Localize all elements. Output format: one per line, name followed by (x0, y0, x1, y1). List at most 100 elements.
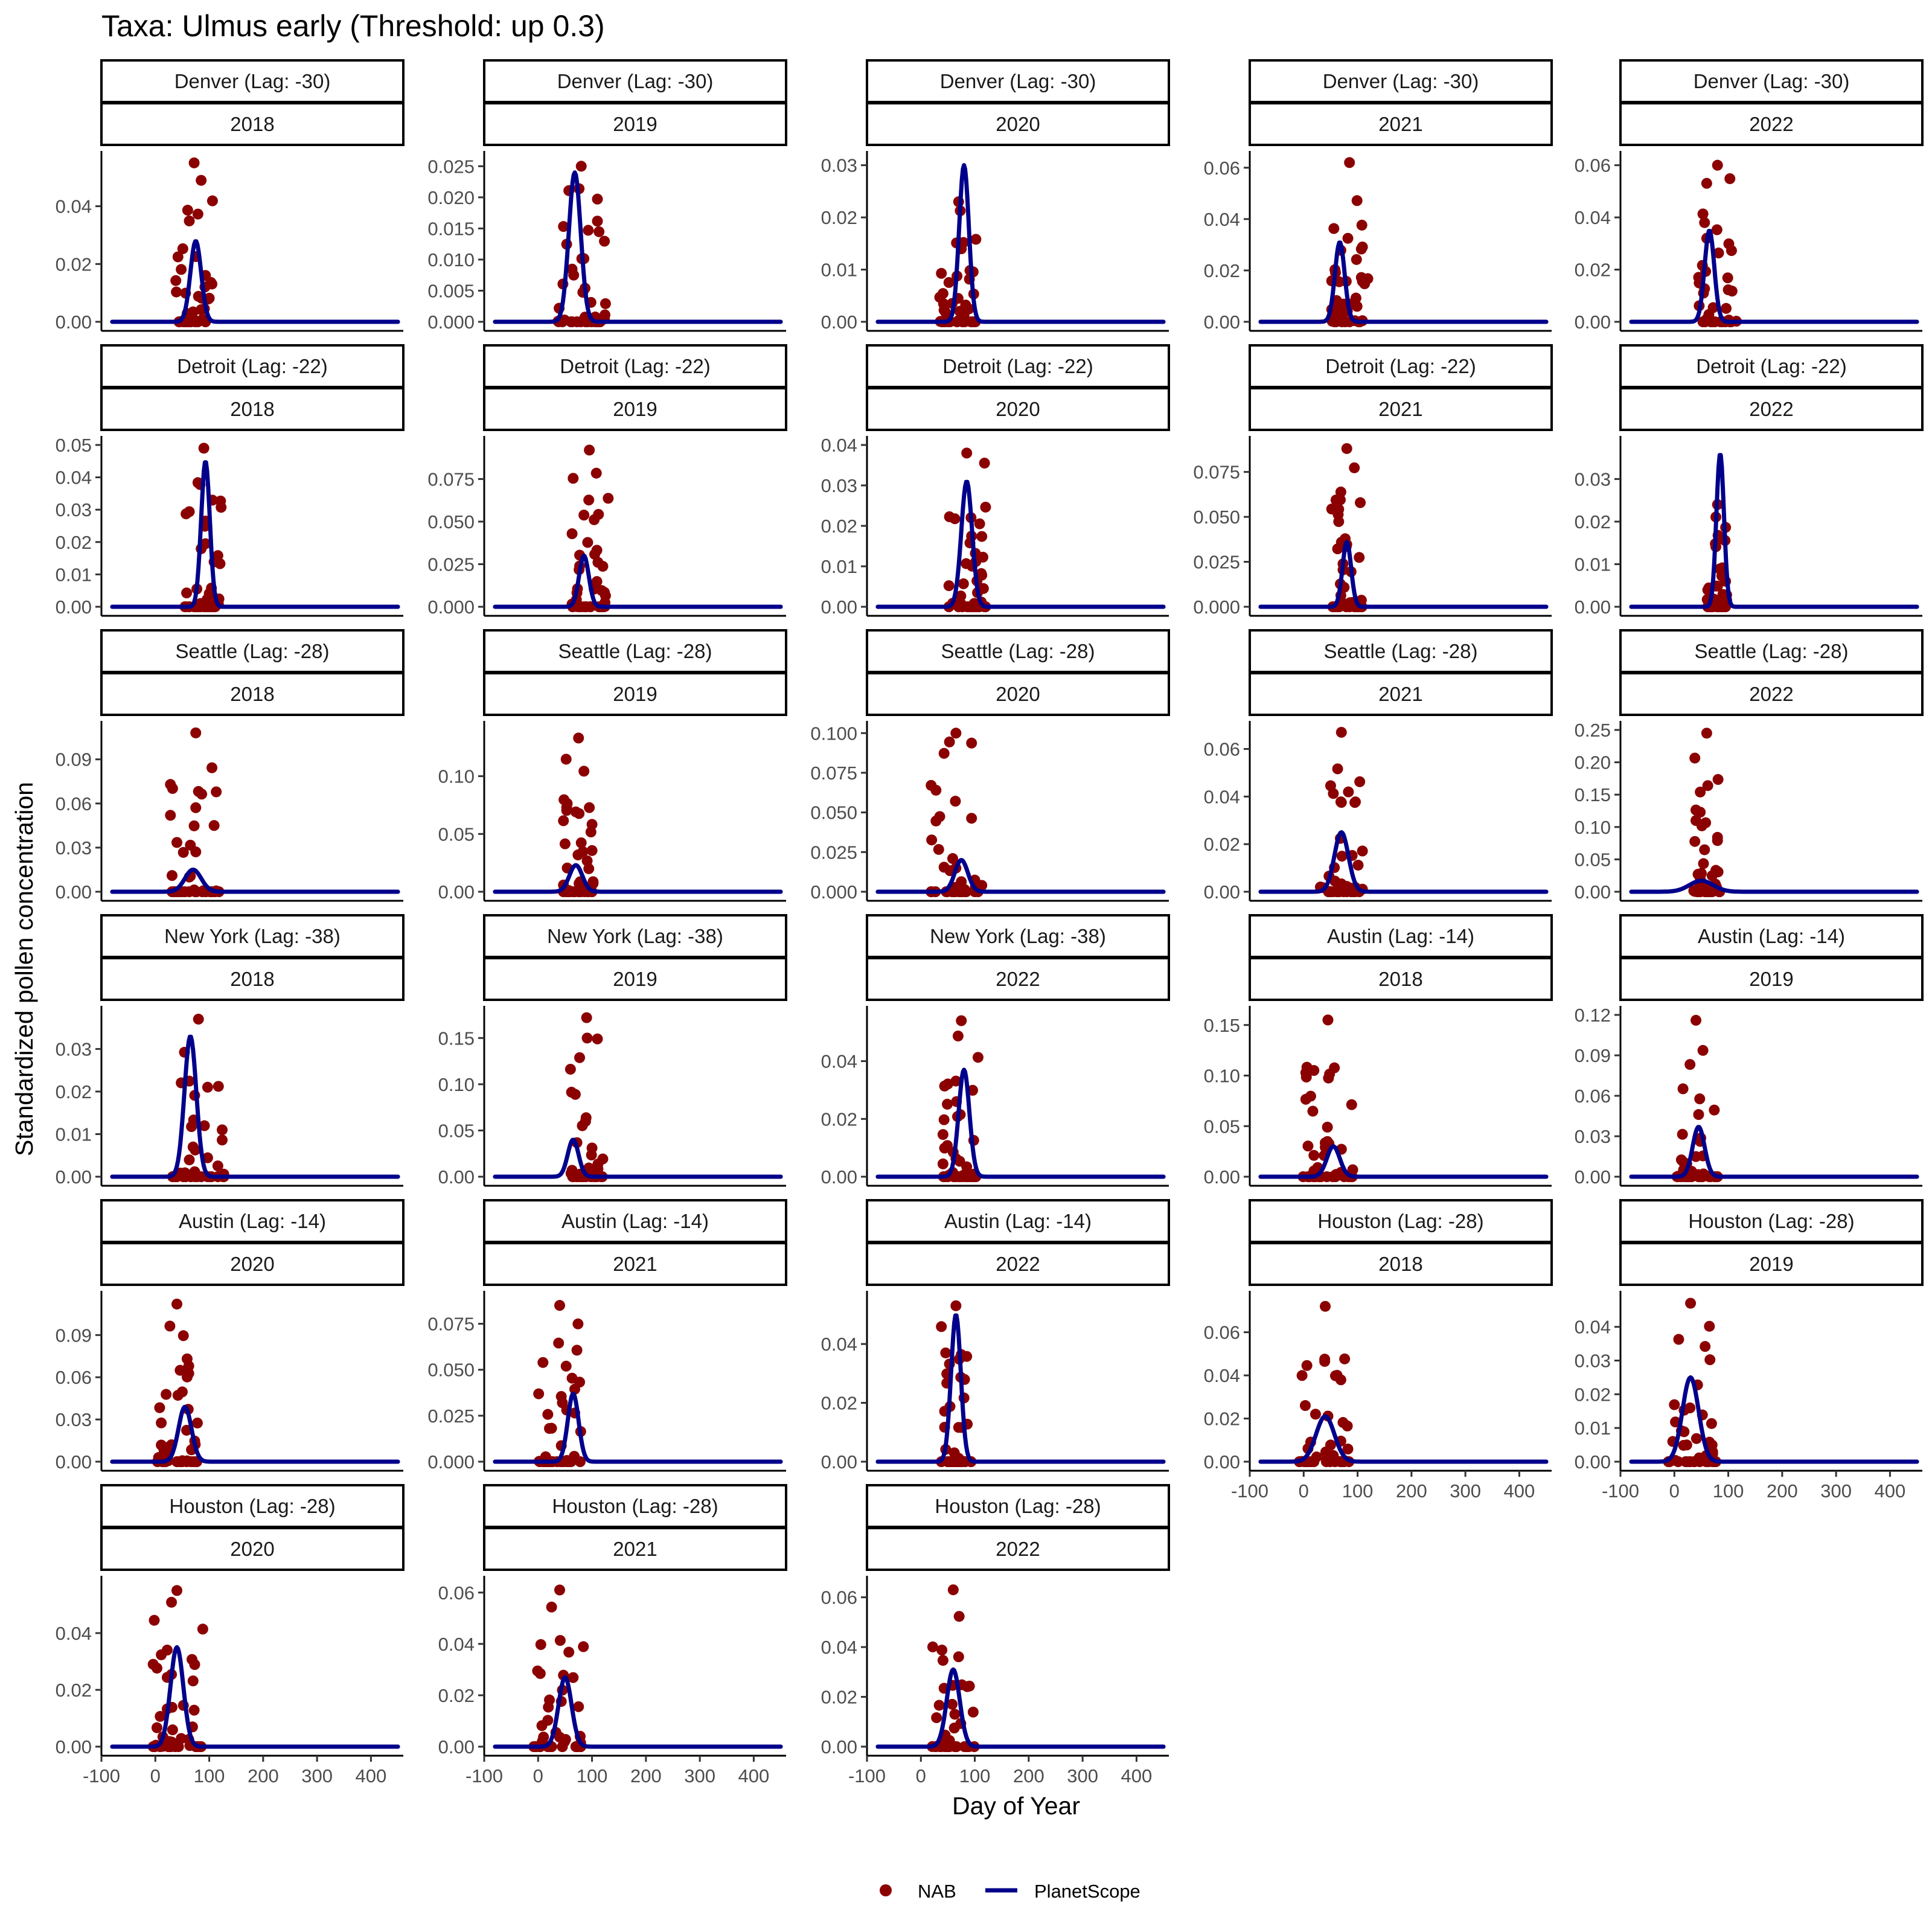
y-tick-label: 0.050 (427, 511, 475, 533)
facet-year-label: 2019 (613, 398, 657, 420)
nab-point (1343, 786, 1354, 798)
y-tick-label: 0.02 (1204, 834, 1240, 855)
facet-year-label: 2022 (1749, 113, 1793, 135)
nab-point (958, 578, 969, 589)
x-tick-label: 300 (1067, 1765, 1098, 1786)
y-tick-label: 0.06 (1575, 1086, 1611, 1107)
nab-point (584, 444, 595, 456)
nab-point (208, 820, 220, 831)
planetscope-line (110, 460, 400, 609)
nab-point (573, 732, 584, 744)
facet-strip-year (100, 102, 405, 146)
facet-panel: Detroit (Lag: -22) 2021 0.000 0.025 0.050 0.0… (1193, 344, 1553, 618)
nab-point (587, 876, 599, 888)
y-tick-label: 0.15 (438, 1028, 475, 1049)
y-tick-label: 0.04 (821, 1334, 857, 1355)
nab-point (599, 235, 610, 247)
x-tick-label: 400 (1504, 1480, 1535, 1502)
nab-point (590, 467, 602, 479)
facet-year-label: 2020 (996, 683, 1040, 705)
y-tick-label: 0.02 (821, 1393, 857, 1414)
facet-strip-year (1619, 672, 1924, 716)
legend: NAB PlanetScope (880, 1881, 1140, 1902)
nab-point (1689, 836, 1701, 847)
nab-point (196, 1171, 207, 1182)
nab-point (1706, 870, 1718, 881)
nab-point (154, 1402, 165, 1413)
facet-site-label: Seattle (Lag: -28) (558, 640, 712, 662)
nab-point (176, 1455, 188, 1467)
y-tick-label: 0.075 (427, 1314, 475, 1335)
nab-point (1357, 275, 1368, 287)
x-tick-label: -100 (83, 1765, 120, 1786)
facet-panel: Detroit (Lag: -22) 2018 0.00 0.01 0.02 0.03 0.… (56, 344, 405, 618)
y-tick-label: 0.06 (1204, 739, 1240, 760)
y-tick-label: 0.04 (56, 196, 92, 217)
nab-point (1722, 284, 1734, 295)
nab-point (953, 1611, 965, 1622)
nab-point (534, 1668, 546, 1679)
facet-panel: Denver (Lag: -30) 2018 0.00 0.02 0.04 (56, 59, 405, 333)
y-tick-label: 0.20 (1575, 752, 1611, 773)
facet-site-label: Denver (Lag: -30) (1323, 70, 1479, 92)
nab-point (959, 886, 971, 897)
nab-point (164, 1320, 176, 1332)
nab-point (581, 1032, 593, 1044)
nab-point (937, 288, 948, 299)
nab-point (563, 1456, 575, 1467)
y-tick-label: 0.00 (821, 1736, 857, 1758)
nab-point (178, 1330, 189, 1342)
nab-point (202, 1152, 213, 1163)
nab-point (568, 473, 579, 484)
nab-point (591, 545, 603, 556)
planetscope-line (1629, 1125, 1919, 1179)
chart-title: Taxa: Ulmus early (Threshold: up 0.3) (101, 9, 605, 43)
nab-point (956, 1015, 967, 1026)
planetscope-line (1258, 1414, 1549, 1464)
y-tick-label: 0.06 (56, 793, 92, 814)
nab-point (958, 237, 969, 248)
nab-point (181, 1353, 193, 1364)
nab-point (1352, 859, 1364, 871)
nab-point (188, 820, 200, 831)
nab-point (193, 1014, 204, 1025)
nab-point (156, 1649, 167, 1660)
facet-strip-site (1249, 629, 1553, 673)
nab-point (961, 1171, 972, 1182)
facet-panel: New York (Lag: -38) 2018 0.00 0.01 0.02 0.03 (56, 914, 405, 1188)
nab-point (1351, 195, 1363, 206)
nab-point (167, 782, 178, 794)
facet-strip-site (1249, 1199, 1553, 1243)
nab-point (190, 727, 202, 738)
nab-point (563, 1646, 575, 1658)
nab-point (1355, 243, 1367, 255)
planetscope-line (493, 1137, 783, 1179)
nab-point (147, 1659, 159, 1670)
y-tick-label: 0.00 (1204, 881, 1240, 903)
facet-year-label: 2018 (230, 968, 274, 990)
nab-point (980, 501, 991, 513)
y-tick-label: 0.03 (56, 1038, 92, 1060)
facet-panel: Austin (Lag: -14) 2020 0.00 0.03 0.06 0.09 (56, 1199, 405, 1473)
y-tick-label: 0.00 (1575, 312, 1611, 333)
facet-year-label: 2018 (230, 398, 274, 420)
planetscope-line (110, 1404, 400, 1464)
nab-point (1310, 1409, 1321, 1420)
facet-strip-site (866, 1199, 1170, 1243)
facet-strip-site (1619, 344, 1924, 388)
nab-point (947, 1698, 958, 1710)
facet-site-label: New York (Lag: -38) (547, 925, 723, 947)
y-tick-label: 0.00 (56, 1451, 92, 1473)
nab-point (211, 786, 222, 798)
facet-year-label: 2019 (613, 683, 657, 705)
y-tick-label: 0.09 (56, 1325, 92, 1346)
nab-point (966, 813, 977, 824)
facet-strip-year (1619, 102, 1924, 146)
nab-point (187, 1675, 199, 1687)
facet-strip-site (483, 914, 787, 958)
y-tick-label: 0.050 (427, 1360, 475, 1381)
nab-point (1296, 1370, 1308, 1381)
nab-point (200, 538, 211, 549)
nab-point (187, 1654, 197, 1665)
y-tick-label: 0.02 (1204, 1409, 1240, 1430)
